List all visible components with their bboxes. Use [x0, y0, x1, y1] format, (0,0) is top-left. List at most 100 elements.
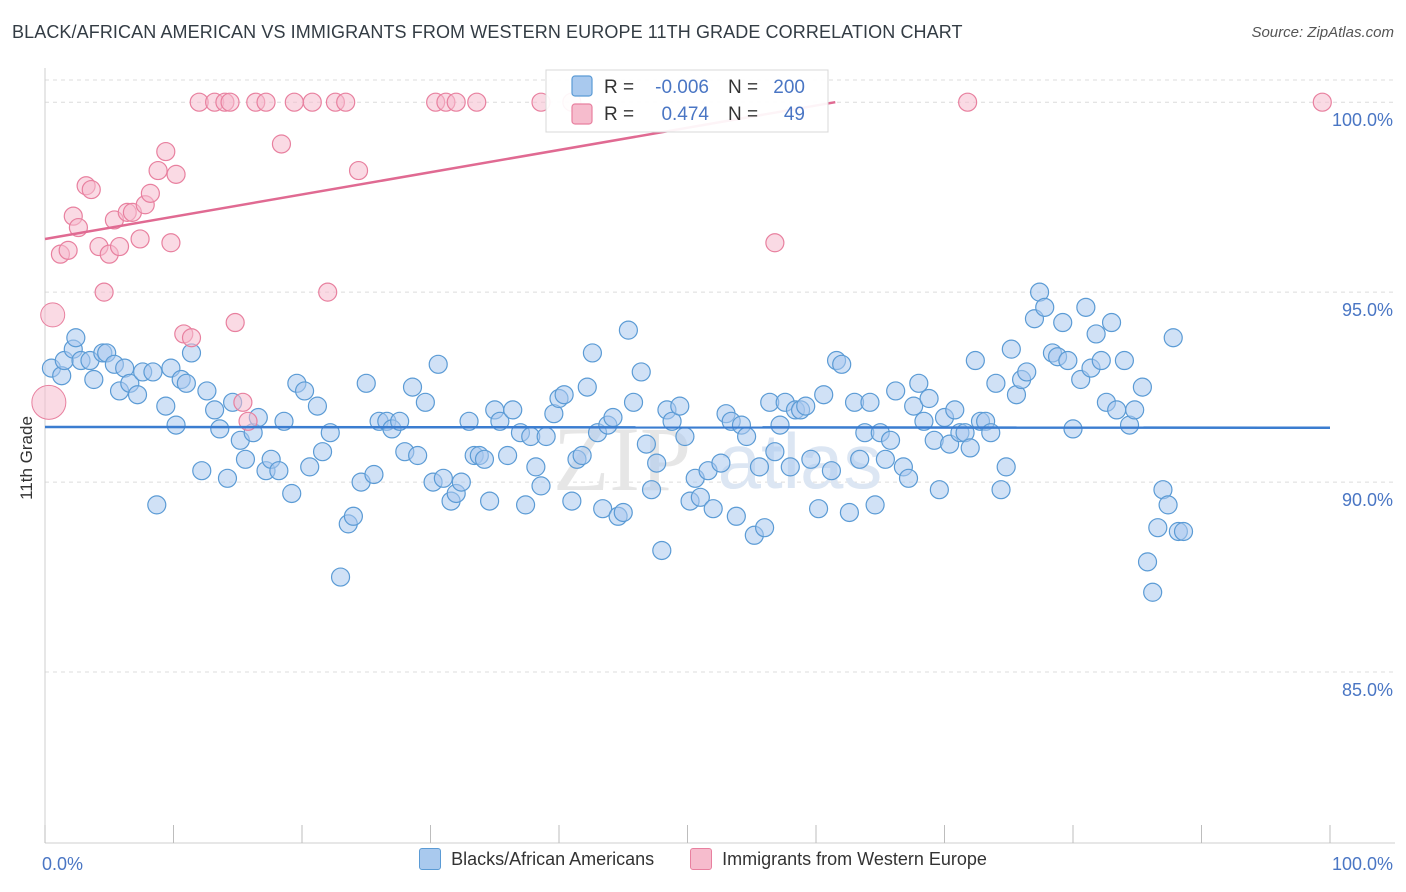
point-blacks-57 [408, 445, 428, 466]
legend-item-western-europe: Immigrants from Western Europe [690, 848, 987, 870]
point-blacks-186 [1125, 400, 1145, 420]
point-blacks-22 [176, 373, 196, 393]
point-blacks-77 [526, 457, 546, 477]
trend-line-blacks [44, 425, 1331, 430]
point-blacks-192 [1158, 495, 1178, 515]
point-blacks-24 [192, 461, 212, 481]
point-blacks-17 [147, 495, 167, 515]
point-blacks-109 [703, 499, 723, 519]
point-blacks-120 [765, 442, 785, 462]
point-blacks-93 [613, 502, 633, 523]
series-immigrants-western-europe [31, 92, 1332, 431]
y-tick-label-95: 95.0% [1342, 300, 1393, 320]
point-blacks-49 [356, 373, 376, 393]
legend-label-blacks: Blacks/African Americans [451, 848, 655, 869]
point-blacks-121 [770, 415, 790, 435]
point-blacks-144 [898, 468, 919, 488]
point-blacks-41 [300, 457, 320, 477]
point-blacks-190 [1148, 518, 1168, 538]
point-blacks-75 [515, 495, 536, 515]
point-blacks-167 [1017, 362, 1037, 382]
point-blacks-145 [904, 396, 924, 416]
point-blacks-7 [84, 369, 104, 390]
legend-swatch-western-europe [690, 848, 713, 870]
chart-title: BLACK/AFRICAN AMERICAN VS IMMIGRANTS FRO… [12, 22, 963, 42]
point-western-europe-46 [765, 233, 785, 253]
point-blacks-179 [1086, 324, 1106, 344]
point-blacks-71 [490, 411, 510, 431]
gridlines [45, 79, 1395, 673]
point-blacks-61 [433, 468, 453, 488]
point-blacks-161 [986, 373, 1006, 393]
point-blacks-183 [1107, 400, 1127, 420]
point-western-europe-18 [148, 160, 168, 181]
point-blacks-18 [156, 396, 176, 416]
x-tick-label-min: 0.0% [42, 854, 83, 874]
point-blacks-140 [875, 449, 895, 469]
point-western-europe-27 [220, 92, 240, 112]
legend-swatch-pink [571, 103, 593, 125]
point-blacks-130 [821, 461, 842, 481]
n-label-pink: N = [728, 104, 758, 125]
point-blacks-177 [1076, 297, 1096, 317]
point-blacks-195 [1173, 521, 1194, 542]
point-blacks-170 [1035, 297, 1055, 317]
trend-lines [44, 100, 1331, 430]
point-blacks-45 [330, 567, 351, 587]
point-blacks-117 [749, 457, 770, 477]
point-blacks-184 [1114, 350, 1135, 371]
point-blacks-123 [780, 457, 800, 477]
chart-legend: Blacks/African Americans Immigrants from… [0, 848, 1406, 870]
point-blacks-193 [1163, 328, 1183, 348]
point-blacks-85 [572, 445, 592, 466]
tick-labels: 85.0% 90.0% 95.0% 100.0% 0.0% 100.0% [42, 110, 1393, 874]
point-blacks-180 [1091, 350, 1111, 371]
point-blacks-56 [402, 377, 423, 397]
point-blacks-153 [945, 400, 965, 420]
point-blacks-163 [996, 457, 1016, 477]
point-blacks-156 [960, 438, 980, 458]
point-western-europe-30 [238, 411, 258, 431]
legend-swatch-blacks [419, 848, 442, 870]
point-blacks-98 [641, 480, 662, 500]
point-western-europe-43 [467, 92, 487, 112]
point-western-europe-38 [336, 92, 356, 112]
point-blacks-107 [690, 487, 710, 507]
point-western-europe-0 [31, 384, 67, 420]
point-blacks-83 [562, 491, 582, 511]
point-blacks-54 [390, 411, 410, 431]
point-blacks-73 [503, 400, 523, 420]
n-label-blue: N = [728, 77, 758, 98]
point-blacks-147 [914, 411, 934, 431]
point-blacks-27 [210, 419, 230, 439]
point-blacks-102 [662, 411, 682, 431]
point-blacks-182 [1101, 312, 1122, 333]
point-western-europe-21 [166, 164, 186, 184]
point-blacks-118 [754, 518, 775, 538]
point-blacks-47 [343, 506, 363, 526]
point-blacks-58 [415, 392, 435, 412]
point-blacks-97 [636, 434, 656, 454]
series-blacks-african-americans [41, 282, 1194, 602]
legend-item-blacks: Blacks/African Americans [419, 848, 654, 870]
point-blacks-26 [205, 400, 225, 420]
y-tick-label-85: 85.0% [1342, 680, 1393, 700]
point-blacks-38 [282, 483, 302, 504]
point-blacks-141 [880, 430, 901, 450]
point-western-europe-48 [1312, 92, 1332, 112]
point-western-europe-28 [225, 312, 245, 333]
y-axis-label: 11th Grade [17, 416, 36, 500]
point-blacks-20 [166, 415, 186, 435]
point-blacks-68 [474, 449, 495, 469]
y-tick-label-100: 100.0% [1332, 110, 1393, 130]
point-blacks-25 [197, 381, 217, 401]
point-blacks-99 [647, 453, 667, 473]
legend-swatch-blue [571, 75, 593, 97]
n-value-pink: 49 [784, 104, 805, 125]
r-value-blue: -0.006 [655, 77, 709, 98]
point-blacks-164 [1001, 339, 1021, 359]
point-blacks-50 [364, 464, 384, 485]
point-western-europe-35 [302, 92, 322, 112]
point-blacks-150 [929, 480, 949, 500]
point-western-europe-1 [40, 302, 66, 328]
